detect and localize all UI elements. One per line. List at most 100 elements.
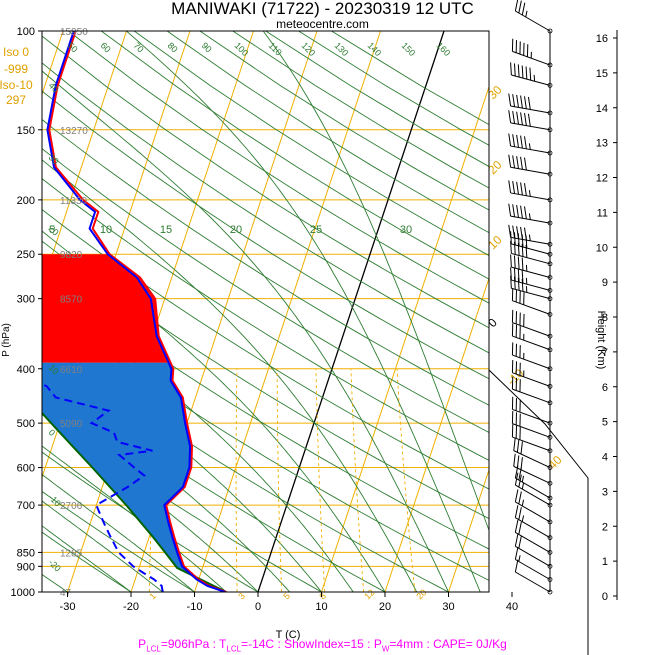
wind-barb-flag: [514, 472, 519, 486]
height-tick-label: 7: [602, 347, 608, 359]
moist-adiabat-label: 25: [310, 224, 322, 236]
wind-barb-flag: [508, 154, 512, 168]
wind-barb-shaft: [511, 243, 551, 255]
wind-barb-flag: [520, 112, 523, 125]
dry-adiabat-label: 130: [333, 40, 351, 58]
wind-barb-flag: [524, 206, 527, 220]
wind-barb-station: [547, 550, 553, 555]
isotherm-label: 40: [545, 453, 565, 473]
height-tick-label: 11: [597, 207, 608, 219]
height-label: 8570: [60, 295, 83, 306]
wind-barb-flag: [514, 505, 519, 518]
wind-barb-flag: [514, 519, 519, 533]
wind-barb-flag: [525, 10, 528, 18]
wind-barb-shaft: [512, 372, 551, 387]
height-tick-label: 6: [602, 382, 608, 394]
y-tick-label: 100: [17, 26, 35, 38]
y-axis-label: P (hPa): [1, 323, 12, 357]
wind-barb-flag: [508, 203, 512, 217]
isotherm-label: 30: [485, 83, 505, 103]
parcel-line: [42, 411, 227, 592]
wind-barb-flag: [517, 256, 520, 270]
wind-barb-flag: [510, 240, 512, 254]
wind-barb-flag: [521, 278, 524, 292]
wind-barb-flag: [528, 234, 531, 241]
dry-adiabat-label: 60: [99, 40, 113, 54]
wind-barb-shaft: [510, 122, 551, 131]
wind-barb-shaft: [515, 477, 551, 499]
y-tick-label: 200: [17, 195, 35, 207]
wind-barb-flag: [518, 535, 522, 549]
wind-barb-flag: [518, 0, 522, 14]
dry-adiabat-line: [166, 31, 489, 234]
wind-barb: [508, 203, 553, 226]
wind-barb-station: [547, 434, 553, 440]
wind-barb-shaft: [515, 531, 551, 553]
height-label: 47: [60, 588, 72, 599]
wind-barb-station: [547, 400, 553, 406]
wind-barb-flag: [529, 67, 532, 81]
y-tick-label: 700: [17, 500, 35, 512]
dry-adiabat-line: [133, 31, 489, 257]
chart-subtitle: meteocentre.com: [276, 17, 369, 31]
wind-barb: [511, 424, 553, 454]
wind-barb-station: [547, 589, 553, 595]
wind-barb-flag: [512, 204, 516, 217]
height-tick-label: 10: [596, 242, 608, 254]
wind-barb-flag: [525, 244, 528, 258]
height-tick-label: 3: [602, 486, 608, 498]
wind-barb: [508, 180, 553, 203]
wind-barb: [514, 505, 553, 541]
isotherm-line: [321, 85, 489, 592]
wind-barb-shaft: [515, 559, 551, 580]
wind-barb-station: [547, 577, 553, 582]
wind-barb: [511, 342, 553, 372]
wind-barb-flag: [508, 224, 512, 238]
dry-adiabat-line: [42, 118, 489, 406]
tlcl-label: : T: [209, 637, 227, 651]
wind-barb-flag: [514, 547, 519, 560]
wind-barb-flag: [525, 235, 528, 249]
x-tick-label: 0: [255, 601, 261, 613]
wind-barb-flag: [521, 515, 525, 522]
wind-barb-station: [547, 150, 553, 156]
dry-adiabat-label: 120: [300, 40, 318, 58]
wind-barb-shaft: [512, 408, 551, 424]
isotherm-line: [448, 468, 489, 592]
y-tick-label: 1000: [11, 587, 35, 599]
wind-barb-shaft: [512, 388, 551, 404]
wind-barb-flag: [520, 95, 523, 109]
dry-adiabat-line: [42, 62, 489, 354]
wind-barb-flag: [521, 2, 526, 16]
wind-barb-flag: [517, 242, 520, 256]
height-tick-label: 15: [596, 68, 608, 80]
dry-adiabat-line: [42, 178, 489, 461]
wind-barb-flag: [512, 155, 516, 169]
wind-barb-flag: [516, 156, 519, 169]
mixing-ratio-line: [276, 368, 283, 592]
wind-barb-shaft: [512, 335, 551, 351]
height-label: 15950: [60, 27, 88, 38]
side-label: -999: [4, 62, 28, 76]
wind-barb: [511, 38, 553, 68]
wind-barb-station: [547, 495, 553, 501]
wind-barb-station: [547, 535, 553, 541]
wind-barb-flag: [508, 93, 512, 107]
wind-barb-flag: [513, 255, 516, 269]
wind-barb-shaft: [515, 484, 551, 506]
wind-barb-shaft: [515, 517, 551, 539]
chart-footer: PLCL=906hPa : TLCL=-14C : ShowIndex=15 :…: [0, 637, 645, 653]
wind-barb-station: [547, 220, 553, 226]
wind-barb-flag: [518, 474, 522, 488]
wind-barb-flag: [528, 213, 531, 220]
wind-barb-flag: [514, 533, 519, 547]
wind-barb-flag: [521, 234, 524, 248]
mixing-ratio-label: 20: [414, 587, 428, 601]
wind-barb-station: [547, 383, 553, 389]
y-tick-label: 900: [17, 561, 35, 573]
wind-barb-flag: [513, 276, 516, 290]
dry-adiabat-line: [199, 31, 489, 211]
wind-barb-shaft: [512, 354, 551, 370]
moist-adiabat-line: [42, 288, 354, 592]
dry-adiabat-label: 160: [435, 40, 453, 58]
